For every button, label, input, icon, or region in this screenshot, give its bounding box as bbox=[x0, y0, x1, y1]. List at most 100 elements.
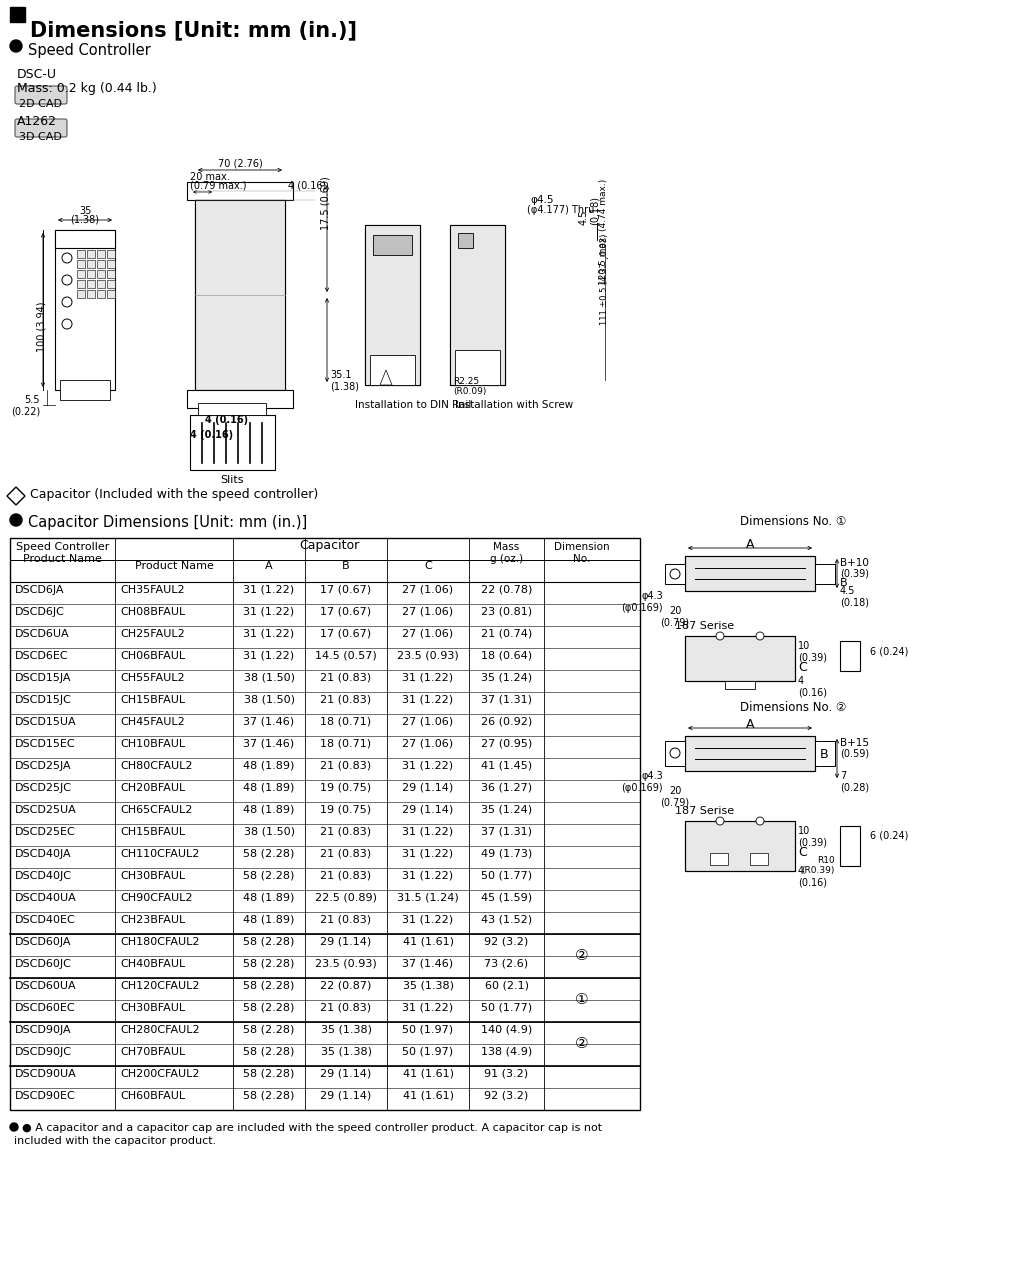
Text: 10
(0.39): 10 (0.39) bbox=[798, 826, 827, 847]
Text: Dimension
No.: Dimension No. bbox=[554, 541, 610, 563]
Text: φ4.3
(φ0.169): φ4.3 (φ0.169) bbox=[622, 771, 663, 792]
Bar bbox=[450, 225, 505, 385]
Text: DSCD40UA: DSCD40UA bbox=[15, 893, 77, 902]
Bar bbox=[87, 260, 95, 268]
Text: DSCD60JC: DSCD60JC bbox=[15, 959, 71, 969]
Text: φ4.3
(φ0.169): φ4.3 (φ0.169) bbox=[622, 591, 663, 613]
Text: 49 (1.73): 49 (1.73) bbox=[481, 849, 532, 859]
Circle shape bbox=[62, 253, 72, 262]
Text: 31 (1.22): 31 (1.22) bbox=[402, 1004, 453, 1012]
Text: B: B bbox=[342, 561, 350, 571]
Text: 35 (1.38): 35 (1.38) bbox=[321, 1025, 372, 1036]
Bar bbox=[450, 225, 505, 385]
Text: DSCD60JA: DSCD60JA bbox=[15, 937, 71, 947]
Text: 50 (1.97): 50 (1.97) bbox=[402, 1047, 453, 1057]
Text: 50 (1.97): 50 (1.97) bbox=[402, 1025, 453, 1036]
Text: DSCD90EC: DSCD90EC bbox=[15, 1091, 76, 1101]
Text: DSCD25UA: DSCD25UA bbox=[15, 805, 77, 815]
Circle shape bbox=[670, 748, 680, 758]
Text: 29 (1.14): 29 (1.14) bbox=[402, 783, 453, 794]
Text: 21 (0.83): 21 (0.83) bbox=[321, 849, 372, 859]
Text: 58 (2.28): 58 (2.28) bbox=[243, 1004, 295, 1012]
Circle shape bbox=[62, 319, 72, 329]
Text: DSCD6UA: DSCD6UA bbox=[15, 628, 69, 639]
Text: CH10BFAUL: CH10BFAUL bbox=[120, 739, 185, 749]
FancyBboxPatch shape bbox=[15, 119, 67, 137]
Circle shape bbox=[716, 817, 724, 826]
Text: DSCD90UA: DSCD90UA bbox=[15, 1069, 77, 1079]
Text: 41 (1.61): 41 (1.61) bbox=[402, 937, 453, 947]
Bar bbox=[55, 230, 115, 390]
Text: 48 (1.89): 48 (1.89) bbox=[243, 893, 295, 902]
Bar bbox=[685, 556, 815, 591]
Text: 35 (1.38): 35 (1.38) bbox=[321, 1047, 372, 1057]
Text: C: C bbox=[798, 660, 807, 675]
Text: 45 (1.59): 45 (1.59) bbox=[481, 893, 532, 902]
Bar bbox=[10, 538, 640, 1110]
Text: DSCD6JC: DSCD6JC bbox=[15, 607, 65, 617]
Text: (0.59): (0.59) bbox=[840, 748, 869, 758]
Text: DSCD40JA: DSCD40JA bbox=[15, 849, 71, 859]
Bar bbox=[725, 681, 755, 689]
Bar bbox=[455, 349, 500, 385]
Text: ②: ② bbox=[575, 1037, 589, 1051]
Text: 35: 35 bbox=[79, 206, 91, 216]
Text: 31 (1.22): 31 (1.22) bbox=[402, 827, 453, 837]
Text: 23.5 (0.93): 23.5 (0.93) bbox=[397, 652, 458, 660]
Text: A: A bbox=[745, 538, 755, 550]
Text: 29 (1.14): 29 (1.14) bbox=[321, 1069, 372, 1079]
Text: CH110CFAUL2: CH110CFAUL2 bbox=[120, 849, 199, 859]
Bar bbox=[685, 556, 815, 591]
Text: 21 (0.83): 21 (0.83) bbox=[321, 827, 372, 837]
Text: 18 (0.71): 18 (0.71) bbox=[321, 739, 372, 749]
Text: (0.79 max.): (0.79 max.) bbox=[190, 180, 246, 191]
Bar bbox=[107, 260, 115, 268]
Circle shape bbox=[10, 515, 22, 526]
Text: 5.5
(0.22): 5.5 (0.22) bbox=[11, 396, 40, 416]
Text: 31 (1.22): 31 (1.22) bbox=[402, 849, 453, 859]
Text: 70 (2.76): 70 (2.76) bbox=[217, 157, 262, 168]
Bar bbox=[77, 270, 85, 278]
Text: CH65CFAUL2: CH65CFAUL2 bbox=[120, 805, 192, 815]
Text: 3D CAD: 3D CAD bbox=[19, 132, 62, 142]
Text: 27 (1.06): 27 (1.06) bbox=[402, 607, 453, 617]
Bar bbox=[750, 852, 768, 865]
Text: 4 (0.16): 4 (0.16) bbox=[205, 415, 248, 425]
Text: 27 (1.06): 27 (1.06) bbox=[402, 717, 453, 727]
Text: 27 (1.06): 27 (1.06) bbox=[402, 628, 453, 639]
Text: 14.5 (0.57): 14.5 (0.57) bbox=[315, 652, 377, 660]
Text: 48 (1.89): 48 (1.89) bbox=[243, 762, 295, 771]
Text: 21 (0.83): 21 (0.83) bbox=[321, 695, 372, 705]
Text: 4 (0.16): 4 (0.16) bbox=[190, 430, 233, 440]
Circle shape bbox=[62, 297, 72, 307]
Text: 23.5 (0.93): 23.5 (0.93) bbox=[315, 959, 377, 969]
Text: 29 (1.14): 29 (1.14) bbox=[402, 805, 453, 815]
Text: φ4.5: φ4.5 bbox=[530, 195, 553, 205]
Text: CH30BFAUL: CH30BFAUL bbox=[120, 1004, 185, 1012]
FancyBboxPatch shape bbox=[15, 86, 67, 104]
Text: 37 (1.46): 37 (1.46) bbox=[243, 717, 295, 727]
Text: (0.39): (0.39) bbox=[840, 568, 869, 579]
Bar bbox=[97, 260, 105, 268]
Text: CH15BFAUL: CH15BFAUL bbox=[120, 827, 185, 837]
Text: DSCD15EC: DSCD15EC bbox=[15, 739, 76, 749]
Bar bbox=[87, 280, 95, 288]
Polygon shape bbox=[380, 370, 392, 385]
Circle shape bbox=[670, 570, 680, 579]
Text: 27 (0.95): 27 (0.95) bbox=[481, 739, 532, 749]
Text: CH70BFAUL: CH70BFAUL bbox=[120, 1047, 185, 1057]
Text: 58 (2.28): 58 (2.28) bbox=[243, 1025, 295, 1036]
Text: DSCD90JC: DSCD90JC bbox=[15, 1047, 72, 1057]
Text: DSCD15JC: DSCD15JC bbox=[15, 695, 71, 705]
Circle shape bbox=[756, 632, 764, 640]
Bar bbox=[364, 225, 420, 385]
Text: C: C bbox=[798, 846, 807, 859]
Bar bbox=[815, 741, 835, 765]
Text: 41 (1.61): 41 (1.61) bbox=[402, 1069, 453, 1079]
Text: B: B bbox=[820, 748, 829, 762]
Text: Dimensions [Unit: mm (in.)]: Dimensions [Unit: mm (in.)] bbox=[30, 20, 357, 40]
Text: 20
(0.79): 20 (0.79) bbox=[661, 605, 689, 627]
Bar bbox=[840, 641, 860, 671]
Bar bbox=[97, 250, 105, 259]
Text: (1.38): (1.38) bbox=[70, 215, 99, 225]
